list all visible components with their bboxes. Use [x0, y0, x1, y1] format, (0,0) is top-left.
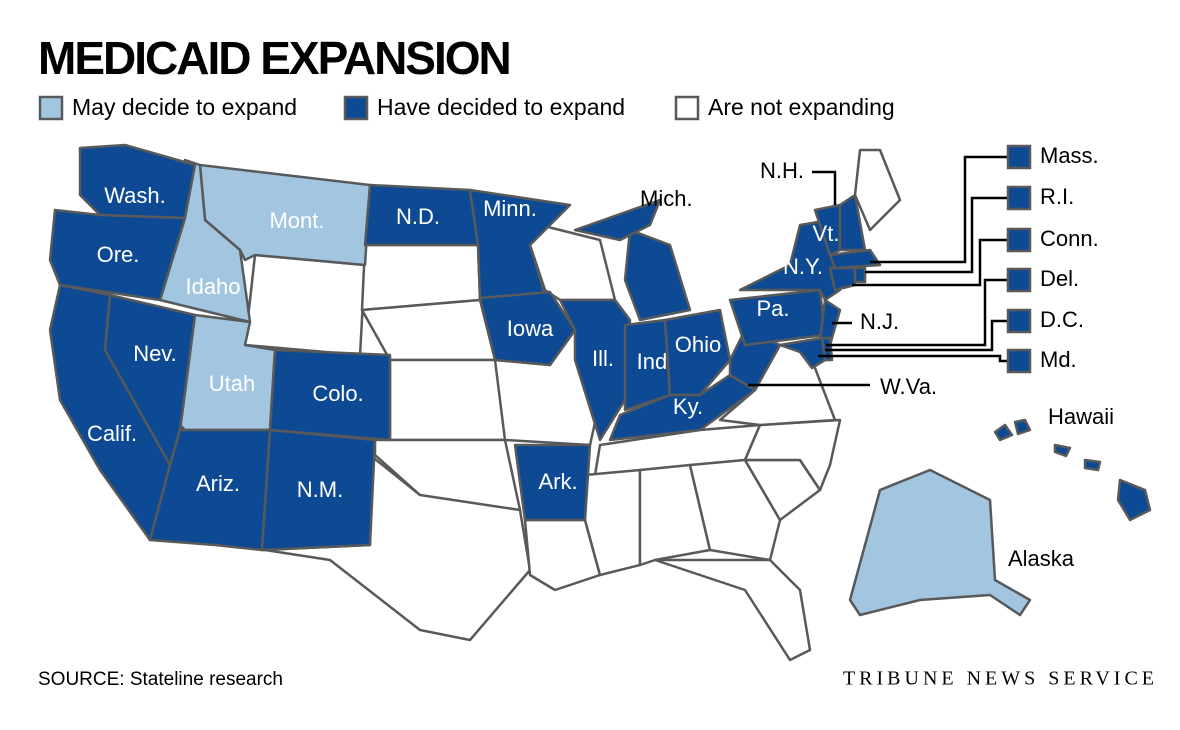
state-shape: [573, 198, 662, 242]
state-label: Wash.: [104, 183, 166, 208]
state-label: Vt.: [813, 221, 840, 246]
state-label: Pa.: [756, 296, 789, 321]
state-label: Colo.: [312, 381, 363, 406]
callout-swatch: [1006, 227, 1032, 253]
state-label: Hawaii: [1048, 404, 1114, 429]
state-label: Del.: [1040, 266, 1079, 291]
state-label: Ariz.: [196, 471, 240, 496]
legend-label: Are not expanding: [708, 94, 895, 120]
state-shape: [623, 228, 692, 322]
callout-line: [852, 238, 1008, 287]
state-shape: [388, 358, 507, 442]
state-label: Mich.: [640, 186, 693, 211]
state-label: N.Y.: [783, 254, 823, 279]
state-label: N.H.: [760, 158, 804, 183]
state-shape: [828, 248, 882, 270]
state-shape: [243, 253, 367, 357]
state-label: D.C.: [1040, 307, 1084, 332]
state-label: N.D.: [396, 204, 440, 229]
state-label: N.M.: [297, 477, 343, 502]
state-shape: [853, 148, 902, 232]
state-shape: [478, 290, 577, 367]
callout-swatch: [1006, 267, 1032, 293]
legend: May decide to expand Have decided to expa…: [38, 94, 895, 121]
callout-swatch: [1006, 348, 1032, 374]
legend-label: May decide to expand: [72, 94, 297, 120]
legend-swatch: [674, 95, 700, 121]
state-label: Nev.: [133, 341, 177, 366]
state-label: Idaho: [185, 274, 240, 299]
legend-swatch: [343, 95, 369, 121]
state-shape: [1083, 458, 1102, 472]
legend-label: Have decided to expand: [377, 94, 625, 120]
state-shape: [848, 468, 1032, 617]
state-label: Ky.: [673, 394, 703, 419]
callout-line: [808, 319, 1008, 352]
state-shape: [993, 423, 1014, 442]
state-shape: [638, 463, 712, 567]
callout-swatch: [1006, 144, 1032, 170]
state-label: Ore.: [97, 242, 140, 267]
state-label: Calif.: [87, 421, 137, 446]
state-shape: [360, 298, 497, 362]
state-label: Mont.: [269, 208, 324, 233]
state-shape: [778, 336, 827, 370]
state-shape: [558, 298, 632, 442]
state-label: N.J.: [860, 309, 899, 334]
credit: TRIBUNE NEWS SERVICE: [843, 668, 1158, 690]
legend-swatch: [38, 95, 64, 121]
callout-line: [870, 155, 1008, 264]
state-label: Mass.: [1040, 143, 1099, 168]
state-label: Ohio: [675, 332, 721, 357]
state-label: Conn.: [1040, 226, 1099, 251]
state-label: Utah: [209, 371, 255, 396]
state-label: Alaska: [1008, 546, 1075, 571]
state-shape: [653, 558, 812, 662]
callout-line: [818, 354, 1008, 363]
state-shape: [48, 208, 187, 302]
state-label: Md.: [1040, 347, 1077, 372]
callout-swatch: [1006, 308, 1032, 334]
state-label: Minn.: [483, 196, 537, 221]
state-shape: [688, 458, 782, 562]
non-expanding-states: [243, 148, 902, 662]
state-shape: [663, 308, 732, 397]
state-label: R.I.: [1040, 184, 1074, 209]
callout-swatch: [1006, 185, 1032, 211]
states: Mont. Idaho Utah Alaska Wash. Ore. Calif. Nev. A…: [48, 143, 1152, 617]
callout-line: [865, 196, 1008, 274]
state-label: Iowa: [507, 316, 554, 341]
title: MEDICAID EXPANSION: [38, 32, 510, 84]
state-shape: [1053, 443, 1072, 458]
state-shape: [853, 266, 867, 284]
state-label: W.Va.: [880, 374, 937, 399]
state-shape: [513, 443, 592, 522]
state-shape: [1013, 418, 1032, 436]
state-shape: [268, 348, 392, 442]
callout-line: [826, 278, 1008, 347]
state-label: Ill.: [592, 346, 614, 371]
source: SOURCE: Stateline research: [38, 669, 283, 690]
state-shape: [828, 266, 857, 292]
state-label: Ark.: [538, 469, 577, 494]
state-shape: [1116, 478, 1152, 522]
callout-line: [812, 170, 837, 205]
